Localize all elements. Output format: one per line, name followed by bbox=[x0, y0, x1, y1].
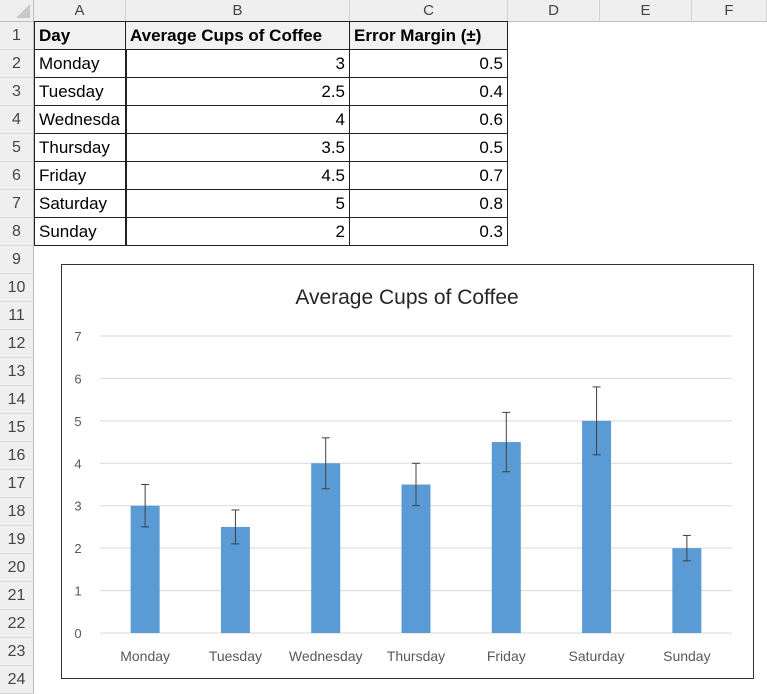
cell-average[interactable]: 3 bbox=[125, 49, 350, 78]
y-tick-label: 5 bbox=[74, 414, 81, 429]
x-tick-label: Thursday bbox=[387, 648, 445, 664]
cell-day[interactable]: Friday bbox=[34, 161, 127, 190]
row-header-9[interactable]: 9 bbox=[0, 246, 34, 274]
table-header-1[interactable]: Average Cups of Coffee bbox=[125, 21, 350, 50]
cell-average[interactable]: 2 bbox=[125, 217, 350, 246]
cell-day[interactable]: Tuesday bbox=[34, 77, 127, 106]
cell-error[interactable]: 0.4 bbox=[349, 77, 508, 106]
column-header-d[interactable]: D bbox=[508, 0, 600, 22]
cell-error[interactable]: 0.5 bbox=[349, 49, 508, 78]
bar-chart-plot: Average Cups of Coffee 0 1 2 3 4 5 6 7 Monday Tues… bbox=[74, 286, 732, 664]
column-header-b[interactable]: B bbox=[126, 0, 350, 22]
cell-average[interactable]: 5 bbox=[125, 189, 350, 218]
cell-error[interactable]: 0.7 bbox=[349, 161, 508, 190]
row-header-2[interactable]: 2 bbox=[0, 50, 34, 78]
y-tick-label: 6 bbox=[74, 371, 81, 386]
cell-day[interactable]: Thursday bbox=[34, 133, 127, 162]
column-header-a[interactable]: A bbox=[34, 0, 126, 22]
chart-title: Average Cups of Coffee bbox=[295, 286, 518, 309]
bar-friday[interactable] bbox=[491, 442, 521, 633]
y-tick-label: 3 bbox=[74, 499, 81, 514]
row-header-23[interactable]: 23 bbox=[0, 638, 34, 666]
row-header-17[interactable]: 17 bbox=[0, 470, 34, 498]
column-header-e[interactable]: E bbox=[600, 0, 692, 22]
row-header-3[interactable]: 3 bbox=[0, 78, 34, 106]
table-header-0[interactable]: Day bbox=[34, 21, 127, 50]
cell-day[interactable]: Wednesda bbox=[34, 105, 127, 134]
cell-average[interactable]: 2.5 bbox=[125, 77, 350, 106]
bar-thursday[interactable] bbox=[401, 484, 431, 634]
x-tick-label: Tuesday bbox=[209, 648, 262, 664]
x-tick-label: Monday bbox=[120, 648, 170, 664]
chart-average-cups[interactable]: Average Cups of Coffee 0 1 2 3 4 5 6 7 Monday Tues… bbox=[61, 264, 754, 679]
row-header-15[interactable]: 15 bbox=[0, 414, 34, 442]
row-header-8[interactable]: 8 bbox=[0, 218, 34, 246]
column-header-c[interactable]: C bbox=[350, 0, 508, 22]
row-header-4[interactable]: 4 bbox=[0, 106, 34, 134]
y-tick-label: 4 bbox=[74, 456, 81, 471]
cell-average[interactable]: 3.5 bbox=[125, 133, 350, 162]
x-tick-label: Sunday bbox=[663, 648, 710, 664]
x-tick-label: Friday bbox=[487, 648, 526, 664]
row-header-14[interactable]: 14 bbox=[0, 386, 34, 414]
bar-tuesday[interactable] bbox=[220, 526, 250, 633]
row-header-10[interactable]: 10 bbox=[0, 274, 34, 302]
row-header-6[interactable]: 6 bbox=[0, 162, 34, 190]
x-tick-label: Wednesday bbox=[289, 648, 363, 664]
row-header-22[interactable]: 22 bbox=[0, 610, 34, 638]
cell-day[interactable]: Saturday bbox=[34, 189, 127, 218]
row-header-16[interactable]: 16 bbox=[0, 442, 34, 470]
cell-average[interactable]: 4 bbox=[125, 105, 350, 134]
row-header-21[interactable]: 21 bbox=[0, 582, 34, 610]
cell-error[interactable]: 0.5 bbox=[349, 133, 508, 162]
row-header-5[interactable]: 5 bbox=[0, 134, 34, 162]
column-header-f[interactable]: F bbox=[692, 0, 767, 22]
cell-error[interactable]: 0.6 bbox=[349, 105, 508, 134]
cell-average[interactable]: 4.5 bbox=[125, 161, 350, 190]
x-tick-label: Saturday bbox=[569, 648, 625, 664]
row-header-19[interactable]: 19 bbox=[0, 526, 34, 554]
table-header-2[interactable]: Error Margin (±) bbox=[349, 21, 508, 50]
row-header-12[interactable]: 12 bbox=[0, 330, 34, 358]
row-header-20[interactable]: 20 bbox=[0, 554, 34, 582]
row-header-1[interactable]: 1 bbox=[0, 22, 34, 50]
row-header-7[interactable]: 7 bbox=[0, 190, 34, 218]
bar-sunday[interactable] bbox=[672, 548, 702, 633]
bar-saturday[interactable] bbox=[582, 420, 612, 633]
y-tick-label: 7 bbox=[74, 329, 81, 344]
row-header-11[interactable]: 11 bbox=[0, 302, 34, 330]
row-header-13[interactable]: 13 bbox=[0, 358, 34, 386]
y-tick-label: 2 bbox=[74, 541, 81, 556]
cell-error[interactable]: 0.8 bbox=[349, 189, 508, 218]
select-all-corner[interactable] bbox=[0, 0, 34, 22]
row-header-18[interactable]: 18 bbox=[0, 498, 34, 526]
bar-wednesday[interactable] bbox=[311, 463, 341, 633]
row-header-24[interactable]: 24 bbox=[0, 666, 34, 694]
y-tick-label: 1 bbox=[74, 584, 81, 599]
cell-error[interactable]: 0.3 bbox=[349, 217, 508, 246]
cell-day[interactable]: Sunday bbox=[34, 217, 127, 246]
y-tick-label: 0 bbox=[74, 626, 81, 641]
cell-day[interactable]: Monday bbox=[34, 49, 127, 78]
